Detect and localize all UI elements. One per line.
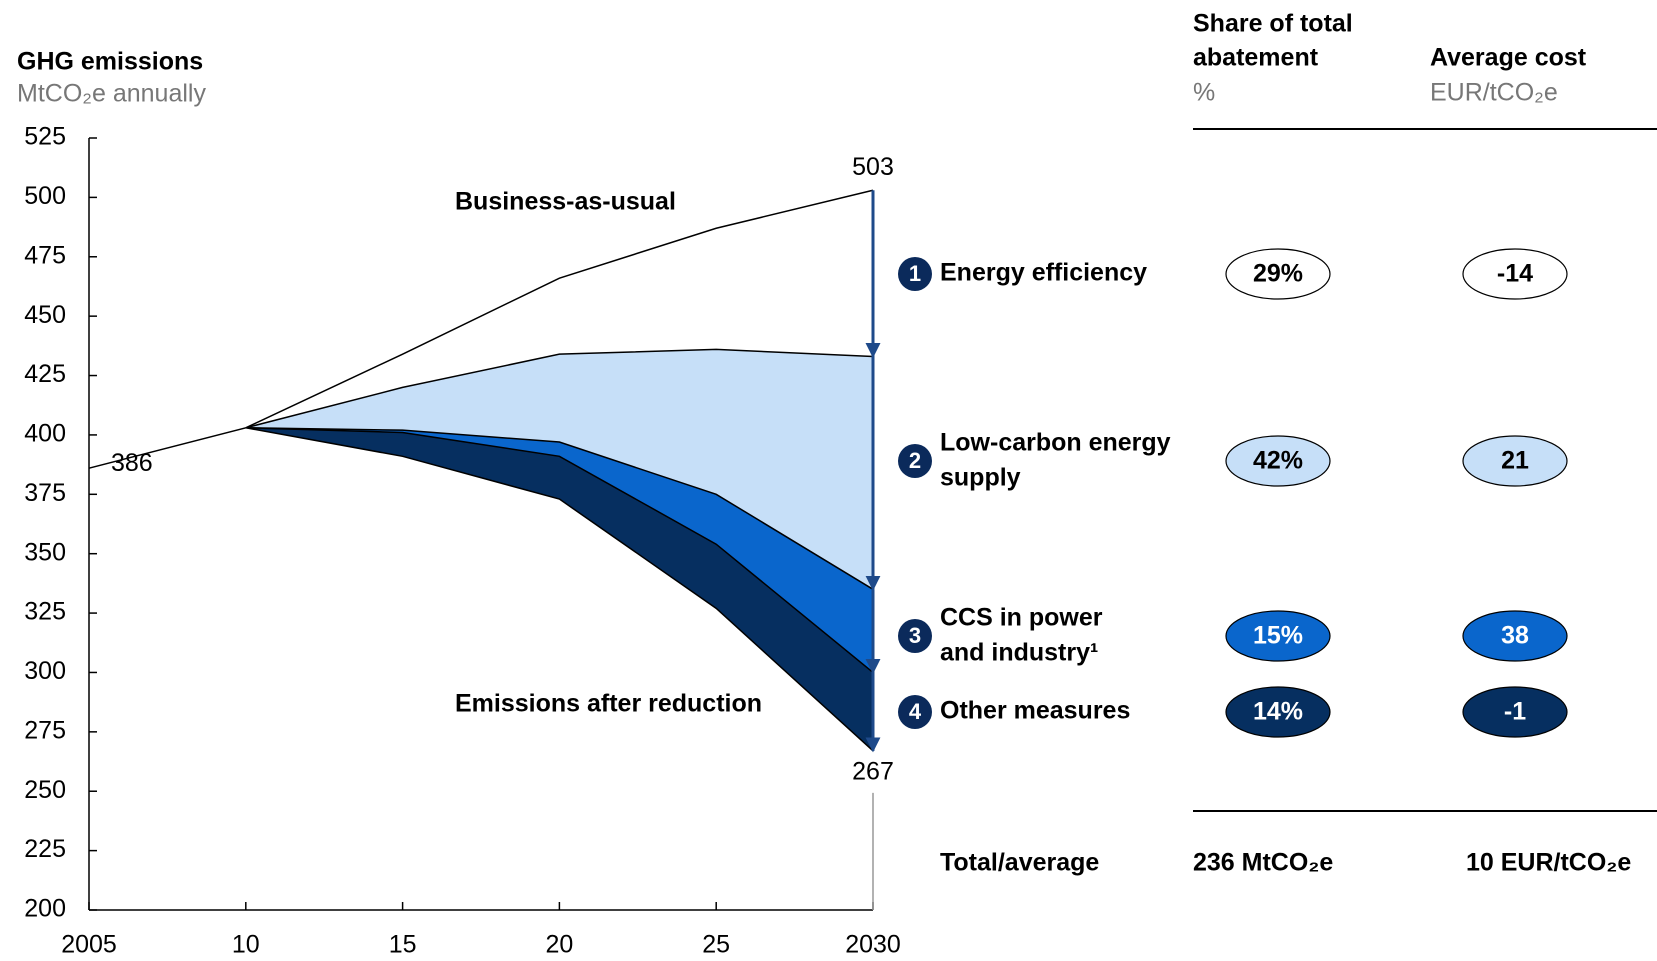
abatement-band — [245, 427, 874, 673]
y-tick-label: 200 — [24, 895, 66, 923]
y-tick-label: 225 — [24, 835, 66, 863]
cost-oval — [1462, 435, 1568, 487]
data-label: 267 — [852, 757, 894, 785]
share-label: 15% — [1253, 622, 1303, 650]
data-label: 386 — [111, 449, 153, 477]
emission-line — [245, 348, 874, 429]
measure-label: Energy efficiency — [940, 259, 1147, 287]
measure-label: and industry¹ — [940, 639, 1098, 667]
column-header: abatement — [1193, 44, 1319, 72]
total-cell: Total/average — [940, 849, 1099, 877]
cost-oval — [1462, 686, 1568, 738]
column-unit: EUR/tCO₂e — [1430, 79, 1558, 107]
column-header: Average cost — [1430, 44, 1587, 72]
abatement-band — [245, 349, 874, 590]
measure-label: CCS in power — [940, 604, 1103, 632]
y-tick-label: 475 — [24, 241, 66, 269]
cost-label: -1 — [1504, 698, 1526, 726]
y-tick-label: 275 — [24, 716, 66, 744]
measure-label: Other measures — [940, 697, 1130, 725]
measure-number-badge — [898, 695, 932, 729]
series-label: Business-as-usual — [455, 188, 676, 216]
emission-line — [245, 427, 874, 590]
column-unit: % — [1193, 79, 1215, 107]
measure-number-badge — [898, 257, 932, 291]
y-tick-label: 500 — [24, 182, 66, 210]
y-tick-label: 350 — [24, 538, 66, 566]
measure-number: 2 — [909, 448, 921, 473]
share-label: 29% — [1253, 260, 1303, 288]
y-tick-label: 400 — [24, 420, 66, 448]
cost-label: 21 — [1501, 447, 1529, 475]
cost-label: 38 — [1501, 622, 1529, 650]
emission-line — [88, 189, 874, 469]
column-header: Share of total — [1193, 10, 1353, 38]
share-label: 42% — [1253, 447, 1303, 475]
y-tick-label: 250 — [24, 776, 66, 804]
share-oval — [1225, 435, 1331, 487]
share-oval — [1225, 610, 1331, 662]
cost-oval — [1462, 248, 1568, 300]
x-tick-label: 15 — [389, 931, 417, 959]
y-tick-label: 300 — [24, 657, 66, 685]
data-label: 503 — [852, 153, 894, 181]
x-tick-label: 25 — [702, 931, 730, 959]
abatement-band — [245, 190, 874, 428]
measure-label: supply — [940, 464, 1021, 492]
total-cell: 10 EUR/tCO₂e — [1466, 849, 1631, 877]
cost-oval — [1462, 610, 1568, 662]
y-tick-label: 450 — [24, 301, 66, 329]
abatement-band — [245, 427, 874, 751]
measure-number: 3 — [909, 623, 921, 648]
y-tick-label: 425 — [24, 360, 66, 388]
measure-number: 4 — [909, 699, 922, 724]
y-axis-label: MtCO₂e annually — [17, 80, 206, 108]
series-label: Emissions after reduction — [455, 690, 762, 718]
x-tick-label: 2030 — [845, 931, 901, 959]
share-oval — [1225, 686, 1331, 738]
chart-title: GHG emissions — [17, 48, 203, 76]
total-cell: 236 MtCO₂e — [1193, 849, 1333, 877]
y-tick-label: 525 — [24, 123, 66, 151]
measure-number-badge — [898, 444, 932, 478]
y-tick-label: 325 — [24, 598, 66, 626]
cost-label: -14 — [1497, 260, 1533, 288]
share-oval — [1225, 248, 1331, 300]
y-tick-label: 375 — [24, 479, 66, 507]
emission-line — [245, 427, 874, 674]
x-tick-label: 20 — [545, 931, 573, 959]
x-tick-label: 2005 — [61, 931, 117, 959]
measure-number-badge — [898, 619, 932, 653]
measure-label: Low-carbon energy — [940, 429, 1171, 457]
measure-number: 1 — [909, 261, 921, 286]
x-tick-label: 10 — [232, 931, 260, 959]
share-label: 14% — [1253, 698, 1303, 726]
emission-line — [245, 427, 874, 752]
